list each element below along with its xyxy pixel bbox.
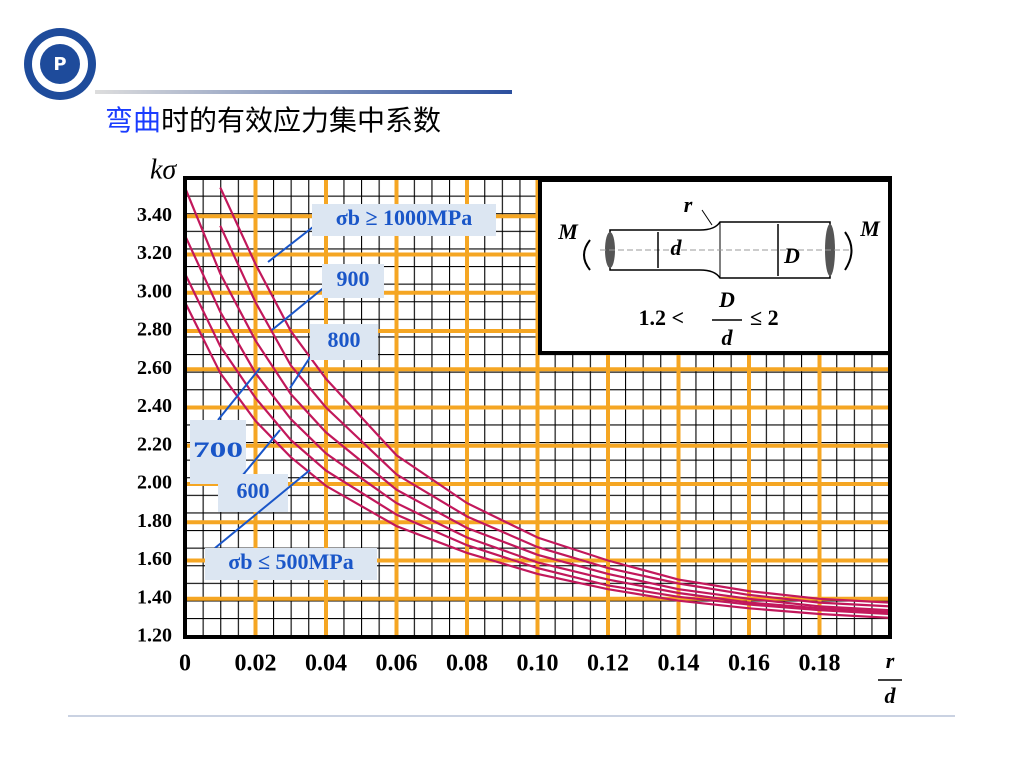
y-tick-label: 2.80 <box>137 319 172 341</box>
y-tick-label: 3.20 <box>137 242 172 264</box>
label-box <box>310 324 378 360</box>
curve <box>185 273 890 616</box>
legend-entry: 900 <box>337 266 370 291</box>
inset-condition-left: 1.2 < <box>638 305 684 330</box>
x-tick-label: 0.06 <box>376 651 418 677</box>
y-tick-label: 3.40 <box>137 204 172 226</box>
curve <box>219 225 890 608</box>
legend-entry: 600 <box>237 478 270 503</box>
y-tick-label: 2.40 <box>137 395 172 417</box>
inset-m-left: M <box>557 219 579 244</box>
x-tick-label: 0.12 <box>587 651 629 677</box>
y-axis-label: kσ <box>150 154 177 185</box>
legend-entry: 700 <box>193 437 243 462</box>
x-tick-label: 0.02 <box>235 651 277 677</box>
r-leader <box>701 209 713 226</box>
label-box <box>218 474 288 512</box>
legend-entry: σb ≤ 500MPa <box>228 549 353 574</box>
curve <box>185 187 890 612</box>
y-tick-label: 1.80 <box>137 510 172 532</box>
inset-fraction-den: d <box>722 325 734 350</box>
y-tick-label: 3.00 <box>137 280 172 302</box>
y-tick-label: 2.20 <box>137 433 172 455</box>
logo: P <box>24 28 96 100</box>
label-box <box>322 264 384 298</box>
inset-condition-right: ≤ 2 <box>750 305 779 330</box>
svg-text:P: P <box>53 54 66 75</box>
leader-line <box>214 469 311 549</box>
label-box <box>312 204 496 236</box>
label-box <box>190 420 246 484</box>
dimension <box>657 224 779 276</box>
x-label-num: r <box>886 648 895 673</box>
plot-frame <box>183 176 892 639</box>
inset-r: r <box>684 192 693 217</box>
inset-m-right: M <box>859 216 881 241</box>
legend-entry: σb ≥ 1000MPa <box>336 205 472 230</box>
inset-fraction-num: D <box>718 287 735 312</box>
series-labels: σb ≥ 1000MPa 900 800 700 600 σb ≤ 500MPa <box>190 204 496 580</box>
x-tick-label: 0 <box>179 651 191 677</box>
inset-d: d <box>671 235 683 260</box>
legend-entry: 800 <box>328 327 361 352</box>
label-box <box>205 548 377 580</box>
y-tick-label: 1.40 <box>137 586 172 608</box>
x-tick-label: 0.08 <box>446 651 488 677</box>
x-tick-label: 0.10 <box>517 651 559 677</box>
slide-title: 弯曲时的有效应力集中系数 <box>105 104 441 137</box>
x-label-den: d <box>885 683 897 708</box>
inset: r M M d D 1.2 < D d ≤ 2 <box>538 178 892 355</box>
leader-line <box>217 367 261 421</box>
inset-D: D <box>783 243 800 268</box>
y-tick-label: 2.00 <box>137 472 172 494</box>
y-tick-label: 1.20 <box>137 625 172 647</box>
y-tick-label: 1.60 <box>137 548 172 570</box>
header-rule <box>95 90 512 94</box>
moment-arrow <box>583 231 853 271</box>
title-highlight: 弯曲 <box>105 104 161 137</box>
title-rest: 时的有效应力集中系数 <box>161 104 441 137</box>
x-tick-label: 0.14 <box>658 651 700 677</box>
x-tick-label: 0.18 <box>799 651 841 677</box>
y-tick-label: 2.60 <box>137 357 172 379</box>
x-tick-label: 0.04 <box>305 651 347 677</box>
x-tick-label: 0.16 <box>728 651 770 677</box>
curve <box>185 301 890 619</box>
